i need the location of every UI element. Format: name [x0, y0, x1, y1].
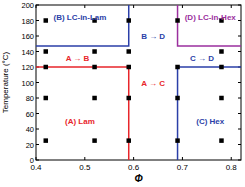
plot-area — [36, 5, 241, 160]
y-tick — [238, 82, 241, 83]
y-tick — [238, 5, 241, 6]
x-tick — [133, 157, 134, 160]
y-tick — [36, 82, 39, 83]
data-point — [44, 138, 49, 143]
y-tick-label: 80 — [26, 94, 34, 103]
phase-boundary — [36, 67, 129, 160]
data-point — [92, 96, 97, 101]
data-point — [44, 96, 49, 101]
phase-boundary — [178, 67, 241, 160]
x-tick — [133, 5, 134, 8]
data-point — [126, 65, 131, 70]
x-tick — [182, 157, 183, 160]
y-tick — [36, 98, 39, 99]
y-tick — [238, 113, 241, 114]
y-tick — [238, 144, 241, 145]
data-point — [126, 18, 131, 23]
data-point — [126, 96, 131, 101]
y-axis-label: Temperature (°C) — [1, 51, 10, 113]
y-tick — [238, 129, 241, 130]
annotation: A → B — [66, 54, 90, 63]
y-tick — [36, 113, 39, 114]
annotation: (B) LC-in-Lam — [53, 13, 106, 22]
y-tick — [238, 20, 241, 21]
annotation: A → C — [141, 79, 165, 88]
data-point — [44, 65, 49, 70]
data-point — [92, 138, 97, 143]
y-tick-label: 120 — [21, 63, 34, 72]
y-tick-label: 140 — [21, 48, 34, 57]
y-tick — [36, 144, 39, 145]
x-tick-label: 0.8 — [226, 163, 238, 172]
data-point — [219, 49, 224, 54]
data-point — [92, 65, 97, 70]
y-tick — [238, 36, 241, 37]
x-tick — [231, 157, 232, 160]
data-point — [44, 18, 49, 23]
y-tick-label: 40 — [26, 125, 34, 134]
y-tick — [36, 51, 39, 52]
x-tick — [231, 5, 232, 8]
x-tick — [182, 5, 183, 8]
y-tick — [36, 160, 39, 161]
y-tick — [238, 98, 241, 99]
data-point — [92, 49, 97, 54]
x-tick-label: 0.5 — [79, 163, 91, 172]
y-tick — [36, 129, 39, 130]
data-point — [175, 138, 180, 143]
data-point — [126, 49, 131, 54]
plot-frame — [36, 5, 241, 160]
y-tick-label: 200 — [21, 1, 34, 10]
chart: 0.40.50.60.70.80204060801001201401601802… — [0, 0, 245, 187]
data-point — [219, 138, 224, 143]
x-tick-label: 0.7 — [177, 163, 189, 172]
y-tick — [36, 36, 39, 37]
phase-boundary — [36, 5, 129, 46]
annotation: B → D — [141, 32, 165, 41]
data-point — [175, 96, 180, 101]
y-tick — [238, 51, 241, 52]
y-tick-label: 0 — [30, 156, 34, 165]
annotation: C → D — [190, 54, 214, 63]
data-point — [175, 18, 180, 23]
x-tick — [84, 5, 85, 8]
y-tick-label: 60 — [26, 110, 34, 119]
y-tick-label: 160 — [21, 32, 34, 41]
data-point — [126, 138, 131, 143]
x-tick — [84, 157, 85, 160]
x-axis-label: Φ — [134, 173, 143, 184]
y-tick — [238, 160, 241, 161]
x-tick-label: 0.6 — [128, 163, 140, 172]
annotation: (C) Hex — [196, 117, 225, 126]
data-point — [219, 65, 224, 70]
annotation: (A) Lam — [65, 117, 95, 126]
data-point — [44, 49, 49, 54]
y-tick — [36, 5, 39, 6]
data-point — [175, 65, 180, 70]
phase-boundary — [178, 5, 241, 46]
y-tick-label: 100 — [21, 79, 34, 88]
data-point — [219, 96, 224, 101]
y-tick — [36, 20, 39, 21]
y-tick-label: 20 — [26, 141, 34, 150]
y-tick-label: 180 — [21, 17, 34, 26]
annotation: (D) LC-in-Hex — [185, 13, 237, 22]
